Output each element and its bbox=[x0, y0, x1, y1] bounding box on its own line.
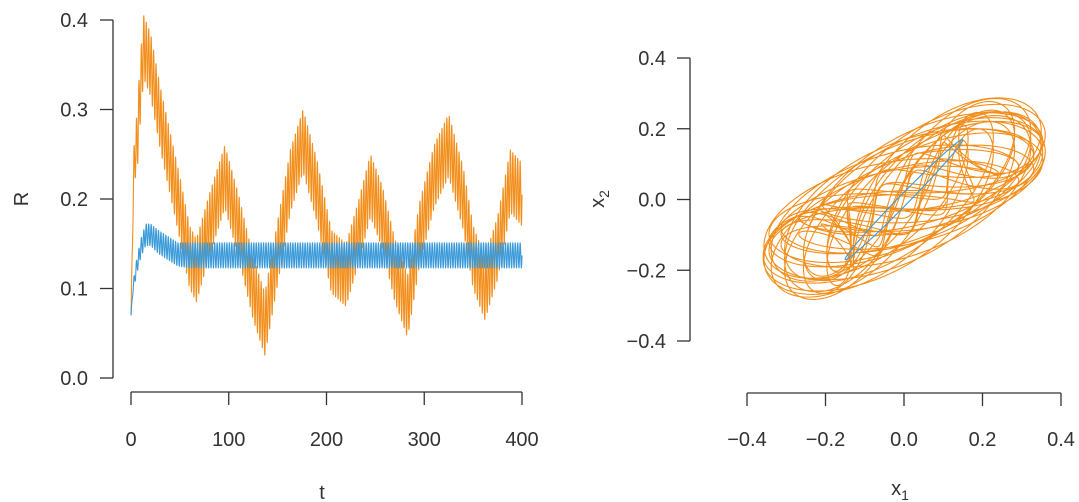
left-ticks: 0 100 200 300 400 0.0 0.1 0.2 0.3 0.4 bbox=[60, 10, 539, 451]
right-y-axis-label-sub: 2 bbox=[596, 190, 612, 198]
right-x-axis-label-main: x bbox=[891, 478, 901, 500]
panel-time-series: 0 100 200 300 400 0.0 0.1 0.2 0.3 0.4 t R bbox=[11, 10, 539, 502]
left-x-axis-label: t bbox=[319, 482, 325, 502]
right-x-tick-label: −0.2 bbox=[806, 429, 845, 451]
panel-phase-portrait: −0.4 −0.2 0.0 0.2 0.4−0.4−0.20.00.20.4 x1 x2 bbox=[587, 48, 1075, 502]
right-y-tick-label: 0.4 bbox=[638, 48, 666, 70]
left-y-tick-label: 0.4 bbox=[60, 10, 88, 32]
left-x-tick-label: 300 bbox=[408, 429, 441, 451]
right-x-tick-label: 0.4 bbox=[1047, 429, 1075, 451]
right-ticks: −0.4 −0.2 0.0 0.2 0.4 −0.4 −0.2 0.0 0.2 0.4 bbox=[627, 48, 1075, 451]
left-x-tick-label: 200 bbox=[310, 429, 343, 451]
left-y-tick-label: 0.0 bbox=[60, 368, 88, 390]
right-x-tick-label: 0.0 bbox=[890, 429, 918, 451]
left-series-group bbox=[130, 15, 523, 356]
right-x-axis-label-sub: 1 bbox=[901, 487, 909, 502]
left-y-tick-label: 0.3 bbox=[60, 100, 88, 122]
right-series-group bbox=[762, 97, 1046, 301]
right-y-tick-label: 0.2 bbox=[638, 119, 666, 141]
left-y-axis-label: R bbox=[11, 192, 33, 206]
left-y-tick-label: 0.1 bbox=[60, 279, 88, 301]
right-y-axis-label: x2 bbox=[587, 190, 612, 208]
left-y-tick-label: 0.2 bbox=[60, 189, 88, 211]
left-series-orange-line bbox=[130, 15, 523, 356]
right-series-orange-trajectory bbox=[762, 97, 1046, 301]
left-series-blue-line bbox=[130, 223, 523, 316]
right-x-axis-label: x1 bbox=[891, 478, 909, 502]
right-x-tick-label: −0.4 bbox=[727, 429, 766, 451]
right-y-tick-label: −0.4 bbox=[627, 331, 666, 353]
right-y-tick-label: 0.0 bbox=[638, 190, 666, 212]
right-y-axis-label-main: x bbox=[587, 198, 609, 208]
right-series-blue-limit-cycle bbox=[844, 138, 964, 261]
right-y-tick-label: −0.2 bbox=[627, 260, 666, 282]
left-x-tick-label: 0 bbox=[125, 429, 136, 451]
right-x-tick-label: 0.2 bbox=[969, 429, 997, 451]
left-x-tick-label: 400 bbox=[505, 429, 538, 451]
left-x-tick-label: 100 bbox=[212, 429, 245, 451]
